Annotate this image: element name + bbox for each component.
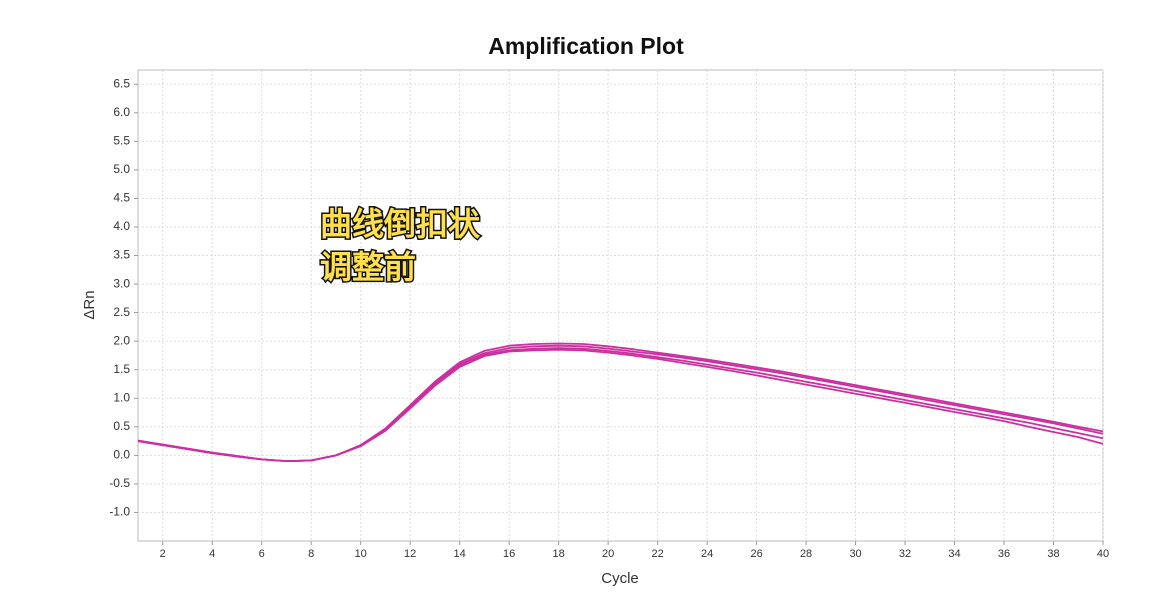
y-tick-label: 2.0: [113, 333, 130, 347]
y-tick-label: 2.5: [113, 305, 130, 319]
x-tick-label: 12: [404, 548, 416, 560]
x-tick-label: 32: [899, 548, 911, 560]
x-tick-label: 26: [750, 548, 762, 560]
x-tick-label: 18: [553, 548, 565, 560]
x-tick-label: 24: [701, 548, 713, 560]
y-tick-label: 4.0: [113, 219, 130, 233]
y-tick-label: 0.0: [113, 448, 130, 462]
y-tick-label: 5.5: [113, 134, 130, 148]
y-axis-label: ΔRn: [81, 290, 98, 319]
y-tick-label: 1.0: [113, 390, 130, 404]
x-tick-label: 34: [948, 548, 960, 560]
x-tick-label: 38: [1047, 548, 1059, 560]
y-tick-label: 1.5: [113, 362, 130, 376]
x-axis-label: Cycle: [601, 570, 639, 587]
y-tick-label: -0.5: [109, 476, 130, 490]
x-tick-label: 6: [259, 548, 265, 560]
y-tick-label: 6.0: [113, 105, 130, 119]
x-tick-label: 36: [998, 548, 1010, 560]
y-tick-label: -1.0: [109, 505, 130, 519]
y-tick-label: 3.0: [113, 276, 130, 290]
x-tick-label: 40: [1097, 548, 1109, 560]
x-tick-label: 2: [160, 548, 166, 560]
annotation: 曲线倒扣状: [320, 205, 481, 243]
x-tick-label: 20: [602, 548, 614, 560]
x-tick-label: 8: [308, 548, 314, 560]
chart-title: Amplification Plot: [488, 33, 684, 59]
y-tick-label: 5.0: [113, 162, 130, 176]
x-tick-label: 4: [209, 548, 215, 560]
series-line: [137, 348, 1104, 463]
x-tick-label: 22: [651, 548, 663, 560]
x-tick-label: 16: [503, 548, 515, 560]
plot: -1.0 -0.5 0.0 0.5 1.0 1.5 2.0 2.5 3.0 3.5 4.0 4.5 5.…: [109, 70, 1109, 560]
y-tick-label: 3.5: [113, 248, 130, 262]
annotation: 调整前: [320, 248, 416, 286]
x-tick-label: 14: [454, 548, 466, 560]
plot-area: [137, 69, 1104, 542]
x-tick-label: 30: [849, 548, 861, 560]
x-tick-label: 10: [355, 548, 367, 560]
y-tick-label: 6.5: [113, 76, 130, 90]
y-tick-label: 0.5: [113, 419, 130, 433]
x-tick-label: 28: [800, 548, 812, 560]
y-tick-label: 4.5: [113, 191, 130, 205]
